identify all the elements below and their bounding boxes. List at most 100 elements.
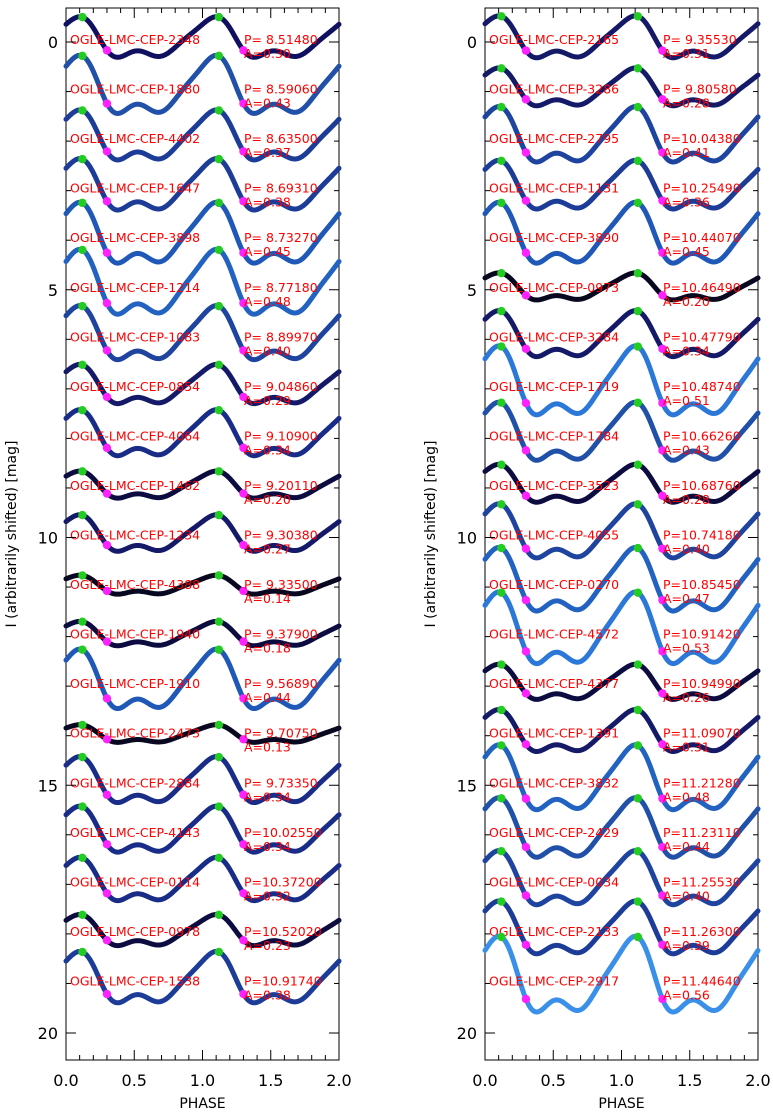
star-period-label: P=11.25530 bbox=[663, 874, 741, 889]
star-period-label: P= 9.73350 bbox=[244, 775, 318, 790]
bump-marker bbox=[521, 196, 531, 205]
right-panel: OGLE-LMC-CEP-2165 P= 9.35530A=0.31OGLE-LM… bbox=[423, 7, 771, 1112]
star-period-label: P= 9.20110 bbox=[244, 478, 318, 493]
maximum-marker bbox=[78, 467, 87, 476]
star-name-label: OGLE-LMC-CEP-3284 bbox=[489, 329, 619, 344]
bump-marker bbox=[658, 95, 667, 104]
star-amplitude-label: A=0.32 bbox=[244, 888, 291, 903]
light-curve-ogle-lmc-cep-0973 bbox=[482, 268, 761, 303]
y-tick-label: 5 bbox=[48, 281, 58, 300]
bump-marker bbox=[102, 540, 112, 550]
maximum-marker bbox=[497, 794, 506, 803]
maximum-marker bbox=[633, 156, 643, 165]
bump-marker bbox=[102, 790, 112, 799]
maximum-marker bbox=[497, 660, 506, 669]
maximum-marker bbox=[78, 752, 87, 762]
bump-marker bbox=[239, 989, 248, 999]
bump-marker bbox=[521, 148, 531, 157]
light-curve-line bbox=[63, 468, 342, 501]
star-name-label: OGLE-LMC-CEP-3898 bbox=[70, 230, 200, 245]
star-period-label: P=10.04380 bbox=[663, 131, 741, 146]
light-curve-line bbox=[63, 646, 342, 712]
maximum-marker bbox=[633, 12, 643, 21]
bump-marker bbox=[102, 936, 112, 945]
light-curve-ogle-lmc-cep-4572 bbox=[482, 588, 761, 667]
maximum-marker bbox=[214, 106, 224, 115]
star-name-label: OGLE-LMC-CEP-2795 bbox=[489, 131, 619, 146]
bump-marker bbox=[658, 344, 667, 353]
bump-marker bbox=[239, 790, 248, 799]
star-amplitude-label: A=0.18 bbox=[244, 641, 291, 656]
light-curve-line bbox=[63, 156, 342, 213]
maximum-marker bbox=[214, 802, 224, 811]
light-curve-ogle-lmc-cep-3898 bbox=[63, 198, 342, 266]
star-name-label: OGLE-LMC-CEP-1784 bbox=[489, 428, 619, 443]
star-amplitude-label: A=0.40 bbox=[663, 542, 710, 557]
maximum-marker bbox=[214, 245, 224, 255]
bump-marker bbox=[658, 794, 667, 803]
light-curve-ogle-lmc-cep-1234 bbox=[63, 510, 342, 554]
maximum-marker bbox=[78, 617, 87, 626]
light-curve-ogle-lmc-cep-3832 bbox=[482, 741, 761, 813]
light-curve-ogle-lmc-cep-1214 bbox=[63, 245, 342, 317]
y-tick-label: 0 bbox=[467, 33, 477, 52]
maximum-marker bbox=[78, 106, 87, 115]
star-amplitude-label: A=0.40 bbox=[663, 888, 710, 903]
light-curve-line bbox=[482, 157, 761, 212]
bump-marker bbox=[102, 298, 112, 308]
x-axis-title: PHASE bbox=[179, 1096, 225, 1112]
bump-marker bbox=[658, 398, 667, 408]
maximum-marker bbox=[78, 405, 87, 415]
bump-marker bbox=[239, 889, 248, 898]
star-name-label: OGLE-LMC-CEP-1214 bbox=[70, 280, 200, 295]
maximum-marker bbox=[497, 846, 506, 856]
bump-marker bbox=[239, 489, 248, 498]
maximum-marker bbox=[497, 342, 506, 351]
star-amplitude-label: A=0.47 bbox=[663, 591, 710, 606]
star-amplitude-label: A=0.38 bbox=[244, 987, 291, 1002]
light-curve-ogle-lmc-cep-3523 bbox=[482, 460, 761, 505]
bump-marker bbox=[102, 840, 112, 849]
maximum-marker bbox=[497, 102, 506, 112]
y-tick-label: 20 bbox=[457, 1024, 477, 1043]
maximum-marker bbox=[633, 268, 643, 278]
bump-marker bbox=[102, 489, 112, 498]
bump-marker bbox=[102, 586, 112, 596]
maximum-marker bbox=[214, 51, 224, 61]
star-period-label: P=10.91740 bbox=[244, 973, 322, 988]
light-curve-line bbox=[482, 742, 761, 813]
x-tick-label: 1.5 bbox=[677, 1071, 702, 1090]
bump-marker bbox=[521, 544, 531, 553]
star-name-label: OGLE-LMC-CEP-1083 bbox=[70, 329, 200, 344]
star-name-label: OGLE-LMC-CEP-1647 bbox=[70, 181, 200, 196]
star-name-label: OGLE-LMC-CEP-0978 bbox=[70, 924, 200, 939]
light-curve-line bbox=[482, 65, 761, 109]
star-name-label: OGLE-LMC-CEP-1538 bbox=[70, 973, 200, 988]
star-period-label: P= 8.51480 bbox=[244, 32, 318, 47]
light-curve-ogle-lmc-cep-1131 bbox=[482, 156, 761, 212]
maximum-marker bbox=[78, 360, 87, 369]
star-name-label: OGLE-LMC-CEP-1910 bbox=[70, 676, 200, 691]
bump-marker bbox=[658, 940, 667, 949]
star-period-label: P=10.25490 bbox=[663, 181, 741, 196]
x-tick-label: 0.5 bbox=[541, 1071, 566, 1090]
maximum-marker bbox=[78, 571, 87, 580]
bump-marker bbox=[521, 794, 531, 803]
maximum-marker bbox=[78, 245, 87, 255]
maximum-marker bbox=[78, 51, 87, 61]
star-name-label: OGLE-LMC-CEP-4377 bbox=[489, 676, 619, 691]
light-curve-line bbox=[63, 854, 342, 904]
maximum-marker bbox=[214, 853, 224, 863]
star-name-label: OGLE-LMC-CEP-2429 bbox=[489, 825, 619, 840]
light-curve-line bbox=[63, 14, 342, 60]
star-amplitude-label: A=0.51 bbox=[663, 393, 710, 408]
star-period-label: P=10.74180 bbox=[663, 528, 741, 543]
maximum-marker bbox=[214, 154, 224, 164]
x-tick-label: 1.0 bbox=[190, 1071, 215, 1090]
star-name-label: OGLE-LMC-CEP-4064 bbox=[70, 428, 200, 443]
bump-marker bbox=[102, 392, 112, 402]
star-period-label: P=10.47790 bbox=[663, 329, 741, 344]
bump-marker bbox=[102, 46, 112, 55]
